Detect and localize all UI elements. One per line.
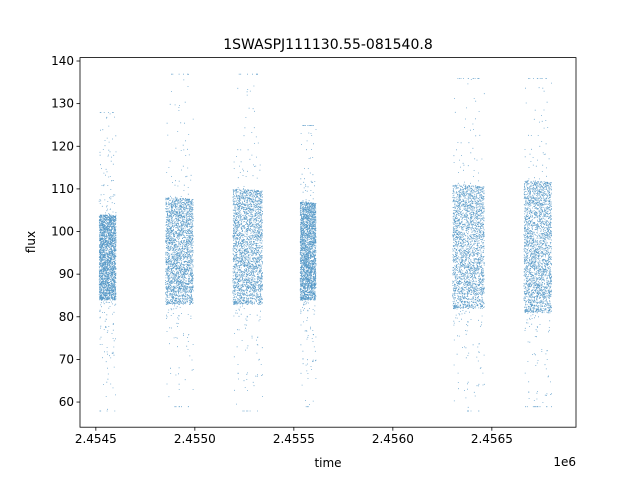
y-axis: 60 70 80 90 100 110 120 130 140 xyxy=(51,54,80,409)
y-tick-label: 90 xyxy=(59,267,74,281)
season-point-cloud-5 xyxy=(452,78,485,412)
season-point-cloud-3 xyxy=(232,73,263,412)
x-axis-label: time xyxy=(314,456,341,470)
y-tick-label: 60 xyxy=(59,395,74,409)
x-tick-label: 2.4555 xyxy=(273,432,315,446)
x-axis-offset-label: 1e6 xyxy=(553,455,576,469)
x-tick-label: 2.4545 xyxy=(75,432,117,446)
y-tick-label: 100 xyxy=(51,225,74,239)
x-tick-label: 2.4565 xyxy=(471,432,513,446)
y-tick-label: 120 xyxy=(51,139,74,153)
y-axis-label: flux xyxy=(24,231,38,253)
x-axis: 2.4545 2.4550 2.4555 2.4560 2.4565 xyxy=(75,427,513,446)
x-tick-label: 2.4560 xyxy=(372,432,414,446)
y-tick-label: 80 xyxy=(59,310,74,324)
y-tick-label: 130 xyxy=(51,97,74,111)
chart-title: 1SWASPJ111130.55-081540.8 xyxy=(223,37,432,53)
x-tick-label: 2.4550 xyxy=(174,432,216,446)
season-point-cloud-4 xyxy=(299,125,317,408)
season-point-cloud-2 xyxy=(165,73,194,408)
y-tick-label: 110 xyxy=(51,182,74,196)
y-tick-label: 70 xyxy=(59,352,74,366)
season-point-cloud-1 xyxy=(98,112,117,412)
y-tick-label: 140 xyxy=(51,54,74,68)
season-point-cloud-6 xyxy=(523,78,552,408)
plot-frame xyxy=(79,57,577,428)
data-points xyxy=(98,73,552,412)
